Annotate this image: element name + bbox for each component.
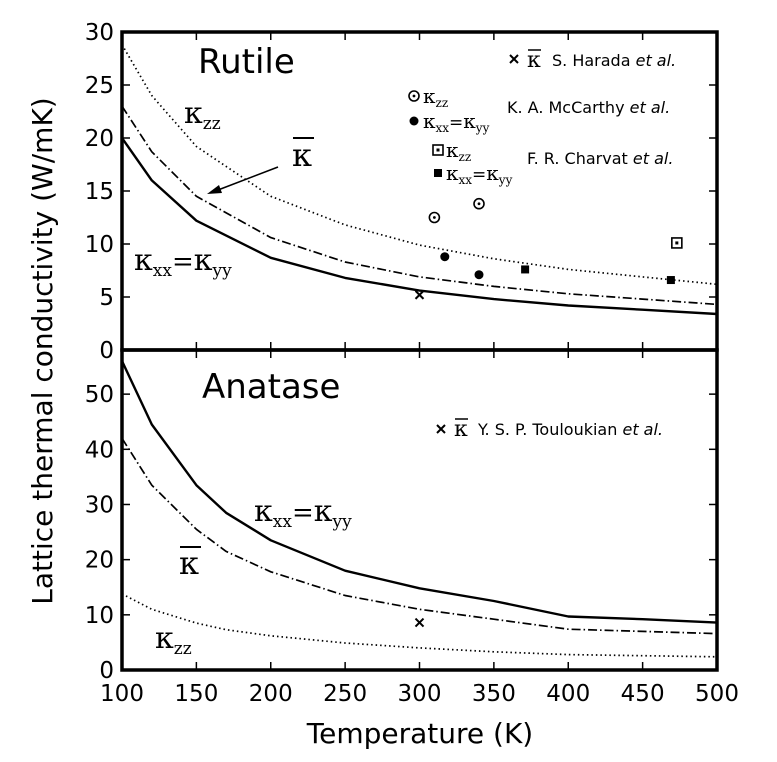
svg-text:κ: κ bbox=[527, 48, 541, 73]
anatase-ytick-label: 20 bbox=[85, 548, 114, 574]
rutile-ytick-label: 20 bbox=[85, 126, 114, 152]
rutile-points bbox=[414, 197, 683, 300]
rutile-kzz-label: κzz bbox=[184, 96, 221, 134]
rutile-y-ticks: 0 5 10 15 20 25 30 bbox=[85, 20, 717, 364]
anatase-ytick-label: 30 bbox=[85, 492, 114, 518]
xtick-label: 450 bbox=[621, 681, 665, 707]
rutile-curves bbox=[121, 44, 718, 316]
circle-dot-marker-icon bbox=[408, 90, 420, 102]
anatase-curve-kavg bbox=[121, 437, 718, 635]
legend-harada: κ S. Harada et al. bbox=[509, 48, 676, 73]
rutile-point-filled-circle bbox=[440, 252, 450, 262]
x-axis-label: Temperature (K) bbox=[306, 717, 533, 750]
rutile-ytick-label: 25 bbox=[85, 73, 114, 99]
rutile-ytick-label: 15 bbox=[85, 179, 114, 205]
rutile-title: Rutile bbox=[198, 42, 295, 82]
rutile-point-filled-square bbox=[666, 276, 675, 285]
anatase-kavg-label: κ bbox=[179, 544, 201, 582]
anatase-curve-kxx bbox=[120, 360, 718, 624]
svg-text:κxx=κyy: κxx=κyy bbox=[446, 161, 513, 187]
rutile-ytick-label: 10 bbox=[85, 232, 114, 258]
anatase-y-ticks: 0 10 20 30 40 50 bbox=[85, 382, 717, 684]
x-marker-icon bbox=[509, 54, 519, 64]
xtick-label: 100 bbox=[100, 681, 144, 707]
svg-text:S. Harada et al.: S. Harada et al. bbox=[552, 51, 676, 70]
anatase-ytick-label: 50 bbox=[85, 382, 114, 408]
rutile-ytick-label: 0 bbox=[99, 338, 114, 364]
rutile-ytick-label: 5 bbox=[99, 285, 114, 311]
anatase-title: Anatase bbox=[202, 367, 340, 407]
rutile-kxx-label: κxx=κyy bbox=[134, 243, 232, 281]
anatase-kxx-label: κxx=κyy bbox=[254, 494, 352, 532]
legend-touloukian: κ Y. S. P. Touloukian et al. bbox=[436, 417, 663, 442]
x-marker-icon bbox=[436, 424, 446, 434]
anatase-ytick-label: 0 bbox=[99, 658, 114, 684]
xtick-label: 200 bbox=[249, 681, 293, 707]
rutile-point-square-dot bbox=[671, 237, 683, 249]
xtick-label: 300 bbox=[398, 681, 442, 707]
rutile-curve-kxx bbox=[121, 137, 718, 316]
svg-text:κzz: κzz bbox=[423, 84, 448, 110]
xtick-label: 250 bbox=[323, 681, 367, 707]
rutile-kavg-label: κ bbox=[292, 136, 314, 174]
rutile-point-filled-square bbox=[521, 265, 530, 274]
rutile-curve-kzz bbox=[121, 44, 718, 286]
xtick-label: 150 bbox=[174, 681, 218, 707]
anatase-curves bbox=[120, 360, 718, 658]
xtick-label: 400 bbox=[546, 681, 590, 707]
anatase-ytick-label: 40 bbox=[85, 437, 114, 463]
svg-text:κ: κ bbox=[292, 136, 312, 174]
y-axis-label: Lattice thermal conductivity (W/mK) bbox=[26, 97, 59, 604]
rutile-point-circle-dot bbox=[428, 211, 441, 224]
rutile-curve-kavg bbox=[121, 105, 718, 306]
svg-text:K. A. McCarthy et al.: K. A. McCarthy et al. bbox=[507, 98, 670, 117]
anatase-curve-kzz bbox=[121, 593, 718, 658]
filled-circle-marker-icon bbox=[409, 116, 419, 126]
legend-mccarthy: κzz κxx=κyy K. A. McCarthy et al. bbox=[408, 84, 670, 135]
svg-text:κzz: κzz bbox=[446, 138, 471, 164]
square-dot-marker-icon bbox=[432, 144, 444, 156]
svg-text:κxx=κyy: κxx=κyy bbox=[423, 109, 490, 135]
xtick-label: 500 bbox=[695, 681, 739, 707]
svg-text:Y. S. P. Touloukian et al.: Y. S. P. Touloukian et al. bbox=[477, 420, 663, 439]
anatase-ytick-label: 10 bbox=[85, 603, 114, 629]
rutile-kavg-arrow bbox=[207, 166, 279, 194]
rutile-ytick-label: 30 bbox=[85, 20, 114, 46]
svg-text:κ: κ bbox=[454, 417, 468, 442]
xtick-label: 350 bbox=[472, 681, 516, 707]
anatase-kzz-label: κzz bbox=[155, 621, 192, 659]
filled-square-marker-icon bbox=[434, 169, 442, 177]
anatase-point-x bbox=[414, 617, 425, 628]
rutile-point-circle-dot bbox=[473, 197, 485, 210]
svg-text:F. R. Charvat et al.: F. R. Charvat et al. bbox=[527, 149, 673, 168]
x-ticks: 100 150 200 250 300 350 400 450 500 bbox=[100, 32, 739, 707]
anatase-points bbox=[414, 617, 425, 628]
svg-text:κ: κ bbox=[179, 544, 199, 582]
rutile-point-filled-circle bbox=[474, 270, 484, 280]
legend-charvat: κzz κxx=κyy F. R. Charvat et al. bbox=[432, 138, 673, 187]
rutile-point-x bbox=[414, 290, 425, 300]
